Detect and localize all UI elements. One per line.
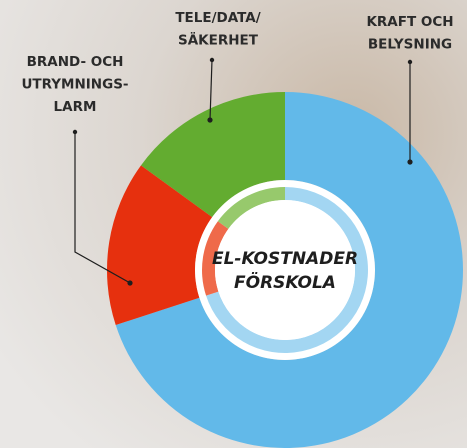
category-label: SÄKERHET xyxy=(178,32,259,49)
leader-dot xyxy=(127,280,132,285)
leader-dot xyxy=(408,60,412,64)
chart: EL-KOSTNADERFÖRSKOLA KRAFT OCH BELYSNING BR… xyxy=(0,0,467,448)
category-label: UTRYMNINGS- xyxy=(21,77,128,93)
leader-dot xyxy=(73,130,77,134)
leader-dot xyxy=(207,117,212,122)
leader-dot xyxy=(407,159,412,164)
inner-disc xyxy=(215,200,355,340)
category-label: LARM xyxy=(54,99,97,115)
leader-dot xyxy=(210,58,214,62)
page: {"chart_data": {"type": "donut", "center… xyxy=(0,0,467,448)
category-label: BRAND- OCH xyxy=(27,54,124,70)
category-label: KRAFT OCH xyxy=(366,14,453,30)
center-label: EL-KOSTNADER xyxy=(212,249,358,269)
category-label: TELE/DATA/ xyxy=(175,10,260,26)
category-label: BELYSNING xyxy=(368,37,452,53)
center-label: FÖRSKOLA xyxy=(234,271,336,293)
